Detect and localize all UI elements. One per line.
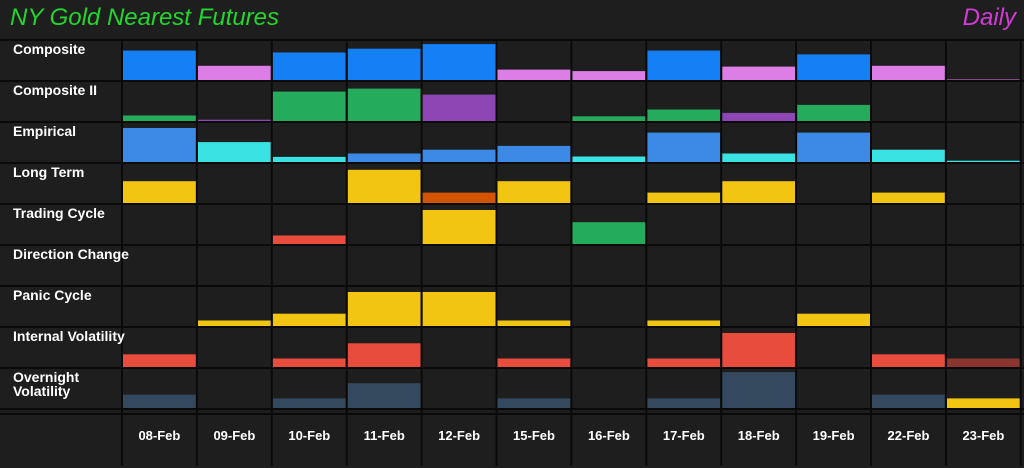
bar-panic-cycle-15-feb [497, 320, 571, 327]
bar-composite-11-feb [347, 48, 421, 81]
bar-composite-12-feb [422, 44, 496, 81]
x-tick-label-18-feb: 18-Feb [738, 428, 780, 443]
bar-long-term-11-feb [347, 169, 421, 204]
bar-panic-cycle-10-feb [272, 313, 346, 327]
bar-panic-cycle-17-feb [647, 320, 721, 327]
bar-composite-09-feb [197, 65, 271, 81]
bar-empirical-08-feb [123, 128, 196, 163]
bar-long-term-08-feb [123, 181, 196, 204]
bar-composite-ii-17-feb [647, 109, 721, 122]
bar-composite-ii-12-feb [422, 94, 496, 122]
bar-long-term-22-feb [872, 192, 945, 204]
bar-composite-10-feb [272, 52, 346, 81]
bar-trading-cycle-16-feb [572, 222, 646, 245]
bar-long-term-15-feb [497, 181, 571, 204]
bar-composite-ii-16-feb [572, 116, 646, 122]
row-label-internal-volatility: Internal Volatility [13, 328, 125, 344]
bar-internal-volatility-17-feb [647, 358, 721, 368]
bar-empirical-22-feb [872, 149, 945, 163]
bar-empirical-15-feb [497, 145, 571, 163]
bar-long-term-17-feb [647, 192, 721, 204]
x-tick-label-19-feb: 19-Feb [813, 428, 855, 443]
bar-internal-volatility-11-feb [347, 343, 421, 368]
row-label-composite-ii: Composite II [13, 82, 97, 98]
x-tick-label-16-feb: 16-Feb [588, 428, 630, 443]
row-label-overnight-volatility: Overnight Volatility [13, 369, 79, 399]
bar-composite-ii-18-feb [722, 112, 796, 122]
bar-internal-volatility-10-feb [272, 358, 346, 368]
x-tick-label-15-feb: 15-Feb [513, 428, 555, 443]
plot-area: Composite Composite II Empirical Long Term T… [0, 39, 1024, 466]
bar-empirical-10-feb [272, 156, 346, 163]
x-tick-label-11-feb: 11-Feb [364, 428, 405, 443]
bar-empirical-11-feb [347, 153, 421, 163]
x-tick-label-17-feb: 17-Feb [663, 428, 705, 443]
bar-empirical-23-feb [946, 160, 1020, 163]
bar-long-term-18-feb [722, 181, 796, 204]
bar-overnight-volatility-23-feb [946, 398, 1020, 409]
bar-overnight-volatility-08-feb [123, 394, 196, 409]
x-tick-label-12-feb: 12-Feb [438, 428, 480, 443]
x-tick-label-22-feb: 22-Feb [888, 428, 930, 443]
bar-composite-18-feb [722, 66, 796, 81]
bar-composite-08-feb [123, 50, 196, 81]
bar-trading-cycle-12-feb [422, 210, 496, 245]
bar-empirical-18-feb [722, 153, 796, 163]
row-label-empirical: Empirical [13, 123, 76, 139]
x-tick-label-08-feb: 08-Feb [138, 428, 180, 443]
x-tick-label-09-feb: 09-Feb [213, 428, 255, 443]
bar-empirical-12-feb [422, 149, 496, 163]
bar-composite-ii-19-feb [797, 104, 870, 122]
bar-empirical-19-feb [797, 132, 870, 163]
bar-overnight-volatility-17-feb [647, 398, 721, 409]
bar-overnight-volatility-10-feb [272, 398, 346, 409]
bar-internal-volatility-22-feb [872, 354, 945, 368]
x-tick-label-10-feb: 10-Feb [288, 428, 330, 443]
bar-composite-17-feb [647, 50, 721, 81]
bar-composite-15-feb [497, 69, 571, 81]
bar-composite-16-feb [572, 71, 646, 81]
bar-composite-19-feb [797, 54, 870, 81]
bar-composite-ii-09-feb [197, 119, 271, 122]
bar-empirical-17-feb [647, 132, 721, 163]
bar-panic-cycle-11-feb [347, 292, 421, 327]
bar-trading-cycle-10-feb [272, 235, 346, 245]
bar-empirical-09-feb [197, 142, 271, 163]
bar-panic-cycle-09-feb [197, 320, 271, 327]
bar-overnight-volatility-18-feb [722, 372, 796, 409]
bar-composite-ii-10-feb [272, 91, 346, 122]
bar-composite-22-feb [872, 65, 945, 81]
x-tick-label-23-feb: 23-Feb [962, 428, 1004, 443]
bar-internal-volatility-23-feb [946, 358, 1020, 368]
bar-overnight-volatility-22-feb [872, 394, 945, 409]
bar-empirical-16-feb [572, 156, 646, 163]
bar-composite-ii-11-feb [347, 88, 421, 122]
bar-long-term-12-feb [422, 192, 496, 204]
chart-title: NY Gold Nearest Futures [10, 4, 279, 31]
bar-internal-volatility-08-feb [123, 354, 196, 368]
bar-composite-ii-08-feb [123, 115, 196, 122]
row-label-composite: Composite [13, 41, 86, 57]
bar-internal-volatility-15-feb [497, 358, 571, 368]
bar-overnight-volatility-15-feb [497, 398, 571, 409]
bar-overnight-volatility-11-feb [347, 383, 421, 409]
row-label-direction-change: Direction Change [13, 246, 129, 262]
bar-internal-volatility-18-feb [722, 333, 796, 368]
row-label-long-term: Long Term [13, 164, 84, 180]
bar-panic-cycle-19-feb [797, 313, 870, 327]
period-label: Daily [963, 4, 1018, 31]
row-label-panic-cycle: Panic Cycle [13, 287, 92, 303]
row-label-trading-cycle: Trading Cycle [13, 205, 105, 221]
bar-panic-cycle-12-feb [422, 292, 496, 327]
